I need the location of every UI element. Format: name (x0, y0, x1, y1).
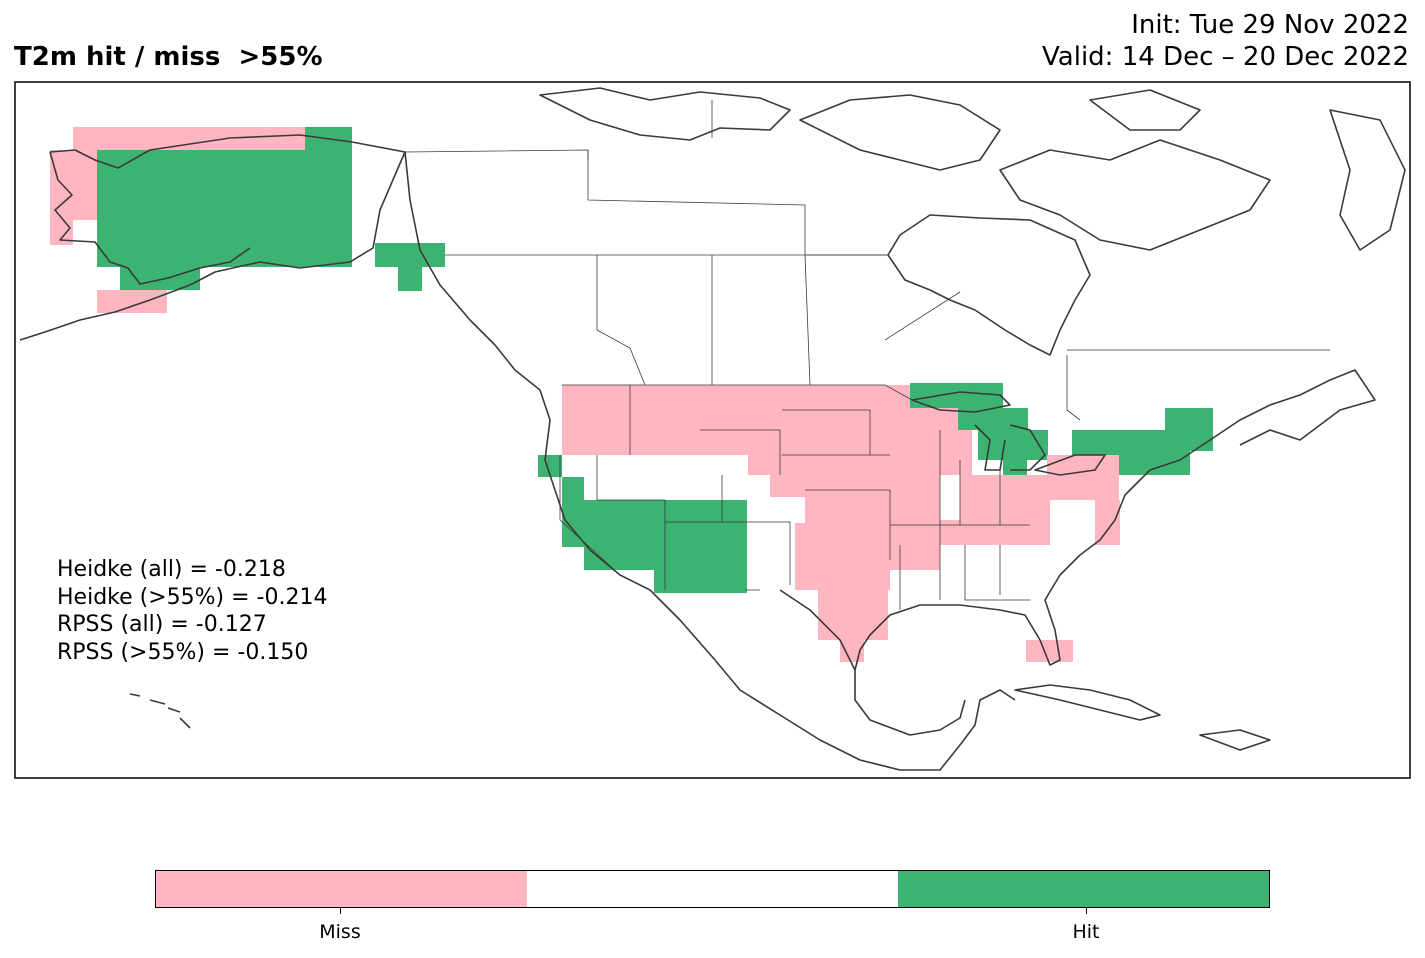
cell-northern-plains-1 (748, 455, 783, 475)
cell-south-florida-0 (1026, 640, 1073, 662)
cell-california-1 (562, 477, 584, 547)
cell-northeast-1 (1165, 408, 1213, 451)
cell-southwest-0 (654, 500, 747, 593)
heidke-all: Heidke (all) = -0.218 (57, 557, 286, 582)
cell-alaska-west-coast-1 (50, 150, 97, 220)
map-frame (14, 81, 1411, 779)
cell-ohio-valley-1 (940, 520, 1050, 545)
colorbar (155, 870, 1270, 908)
state-borders (404, 100, 1330, 610)
cell-pacific-northwest-0 (562, 385, 632, 455)
cell-central-plains-2 (890, 475, 940, 570)
miss-label: Miss (319, 921, 361, 943)
miss-tick (340, 908, 341, 914)
rpss-all: RPSS (all) = -0.127 (57, 612, 267, 637)
heidke-above-55: Heidke (>55%) = -0.214 (57, 584, 328, 610)
cell-lake-superior-0 (910, 383, 1003, 408)
colorbar-neutral-segment (527, 871, 898, 907)
hit-tick (1086, 908, 1087, 914)
cell-upper-midwest-0 (862, 385, 912, 475)
cell-northern-plains-0 (782, 385, 872, 475)
cell-alaska-west-coast-3 (97, 290, 167, 313)
cell-central-plains-0 (805, 475, 895, 523)
cell-northern-plains-2 (770, 475, 805, 497)
colorbar-miss-segment (156, 871, 527, 907)
cell-great-lakes-1 (1003, 460, 1027, 475)
colorbar-hit-segment (898, 871, 1269, 907)
map-title: T2m hit / miss >55% (14, 42, 323, 72)
cell-northeast-2 (1117, 453, 1165, 475)
cell-california-2 (584, 500, 654, 570)
cell-alaska-2 (213, 150, 235, 175)
rpss-above-55: RPSS (>55%) = -0.150 (57, 639, 309, 665)
cell-alaska-0 (305, 127, 352, 267)
hit-label: Hit (1072, 921, 1100, 943)
cell-alaska-panhandle-0 (375, 243, 445, 267)
cell-california-0 (538, 455, 562, 477)
init-date: Init: Tue 29 Nov 2022 (1131, 10, 1409, 40)
coastlines (19, 87, 1406, 771)
cell-mid-atlantic-1 (1095, 500, 1120, 545)
cell-alaska-west-coast-0 (73, 127, 305, 150)
cell-mid-atlantic-0 (1047, 455, 1119, 500)
cell-alaska-1 (97, 150, 305, 267)
hit-miss-cells (50, 127, 1213, 662)
cell-northern-rockies-0 (632, 385, 782, 455)
cell-alaska-west-coast-2 (50, 220, 73, 245)
skill-scores: Heidke (all) = -0.218 Heidke (>55%) = -0… (57, 556, 327, 666)
valid-period: Valid: 14 Dec – 20 Dec 2022 (1042, 42, 1409, 72)
cell-alaska-panhandle-1 (398, 267, 422, 291)
cell-texas-2 (795, 545, 890, 590)
cell-ohio-valley-0 (960, 475, 1050, 523)
